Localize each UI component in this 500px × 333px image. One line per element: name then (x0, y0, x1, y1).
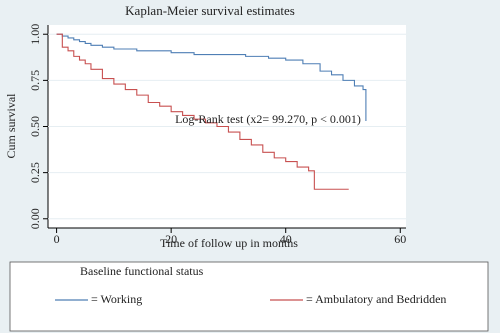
y-tick-label: 0.75 (28, 70, 42, 91)
survival-curve (56, 33, 349, 190)
legend-label: = Ambulatory and Bedridden (306, 292, 446, 306)
x-tick-label: 60 (394, 232, 406, 246)
x-tick-label: 0 (54, 232, 60, 246)
legend-label: = Working (91, 292, 142, 306)
legend-box (9, 261, 489, 332)
x-axis-label: Time of follow up in months (160, 236, 298, 250)
survival-curve (56, 33, 367, 121)
y-tick-label: 0.25 (28, 162, 42, 183)
chart-title: Kaplan-Meier survival estimates (125, 3, 295, 18)
legend-title: Baseline functional status (80, 264, 204, 278)
y-tick-label: 1.00 (28, 24, 42, 45)
x-tick-label: 40 (280, 232, 292, 246)
y-axis-label: Cum survival (4, 93, 18, 159)
annotation: Log-Rank test (x2= 99.270, p < 0.001) (175, 112, 361, 126)
y-tick-label: 0.00 (28, 208, 42, 229)
x-tick-label: 20 (165, 232, 177, 246)
y-tick-label: 0.50 (28, 116, 42, 137)
